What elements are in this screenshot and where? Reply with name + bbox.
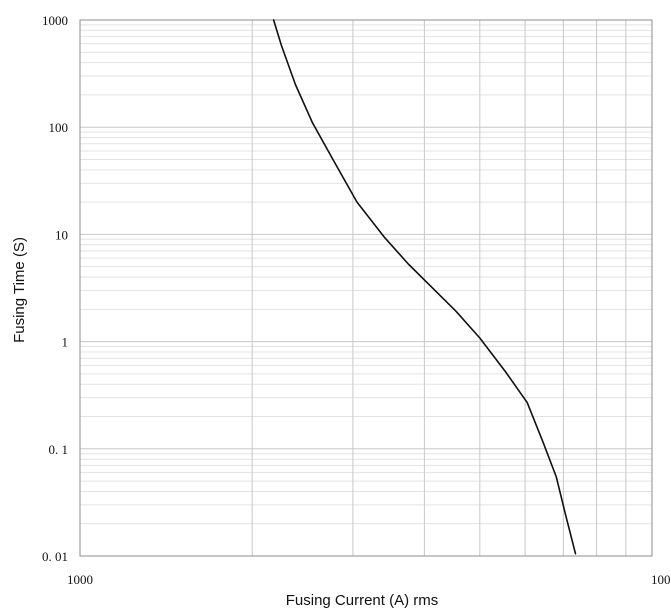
y-tick-label: 0. 01 xyxy=(42,549,68,564)
y-tick-label: 1000 xyxy=(42,13,68,28)
major-gridlines xyxy=(80,20,652,556)
x-tick-label: 10000 xyxy=(651,572,671,587)
x-axis-ticks: 1000 10000 xyxy=(67,572,671,587)
y-tick-label: 0. 1 xyxy=(49,442,69,457)
plot-frame xyxy=(80,20,652,556)
y-tick-label: 100 xyxy=(49,120,69,135)
y-tick-label: 10 xyxy=(55,227,68,242)
x-axis-label: Fusing Current (A) rms xyxy=(286,592,439,609)
x-tick-label: 1000 xyxy=(67,572,93,587)
y-tick-label: 1 xyxy=(62,335,69,350)
y-axis-ticks: 1000 100 10 1 0. 1 0. 01 xyxy=(42,13,68,564)
y-axis-label: Fusing Time (S) xyxy=(11,237,28,343)
